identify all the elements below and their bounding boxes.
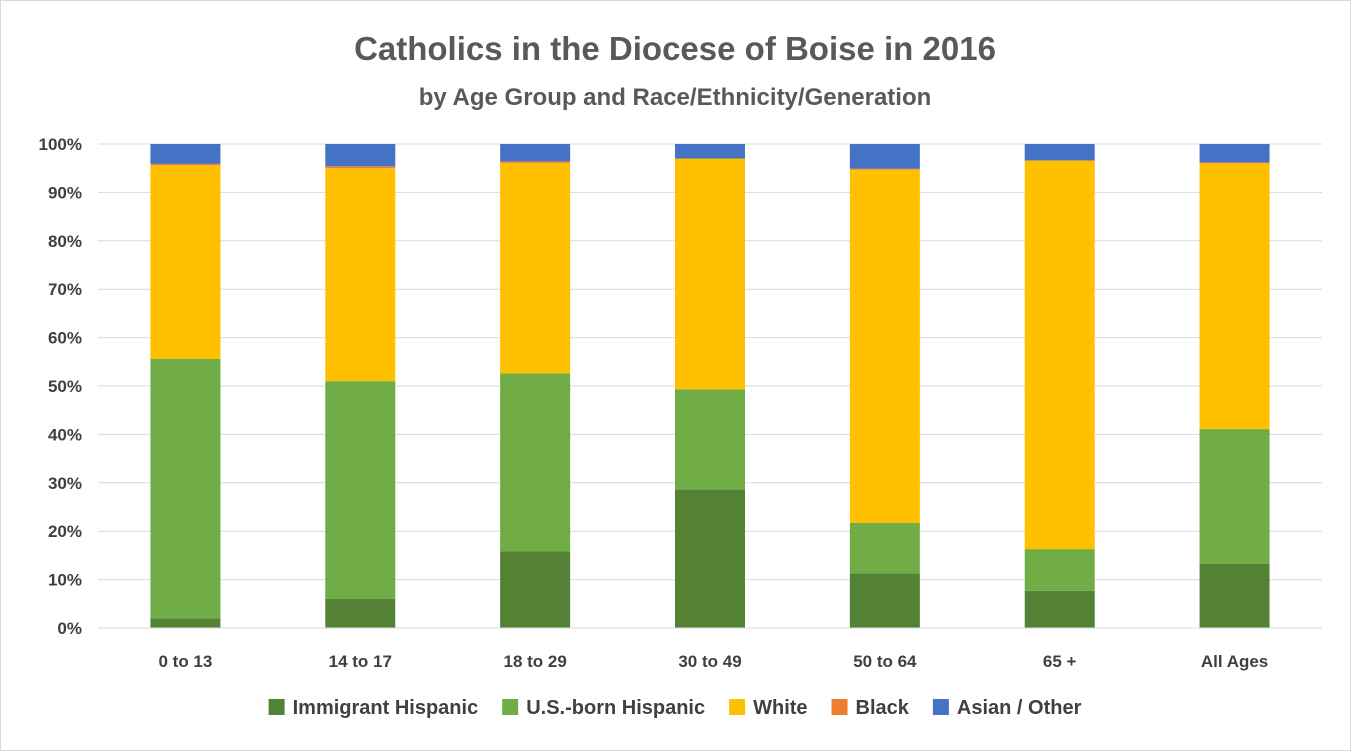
bar-segment	[500, 373, 571, 552]
bar-segment	[675, 389, 745, 490]
y-tick-label: 40%	[48, 425, 82, 444]
bar-segment	[1199, 563, 1270, 628]
legend-swatch	[268, 699, 285, 715]
legend-item: White	[729, 697, 808, 719]
legend-label: White	[753, 697, 807, 719]
y-tick-label: 50%	[48, 377, 82, 396]
y-axis: 0% 10% 20% 30% 40% 50% 60% 70% 80% 90% 100%	[39, 135, 82, 638]
x-tick-label: 50 to 64	[853, 652, 917, 671]
bar-segment	[150, 163, 221, 166]
bar-segment	[675, 158, 745, 390]
x-axis: 0 to 13 14 to 17 18 to 29 30 to 49 50 to 64 6…	[98, 627, 1322, 671]
x-tick-label: 30 to 49	[678, 652, 741, 671]
bar-segment	[675, 489, 745, 628]
y-tick-label: 0%	[57, 619, 82, 638]
bar-segment	[150, 165, 221, 359]
legend-swatch	[502, 699, 519, 715]
legend-label: Asian / Other	[957, 697, 1082, 719]
y-tick-label: 10%	[48, 571, 82, 590]
legend-item: U.S.-born Hispanic	[502, 697, 705, 719]
y-tick-label: 80%	[48, 232, 82, 251]
bar-segment	[325, 166, 396, 169]
legend-label: U.S.-born Hispanic	[526, 697, 705, 719]
bar-segment	[325, 168, 396, 382]
legend-swatch	[729, 699, 746, 715]
bar-segment	[325, 598, 396, 628]
bar-segment	[150, 618, 221, 628]
bar-segment	[849, 168, 920, 170]
bar-segment	[1024, 160, 1095, 550]
bar-segment	[500, 161, 571, 163]
y-tick-label: 100%	[39, 135, 82, 154]
x-tick-label: 0 to 13	[158, 652, 212, 671]
x-tick-label: 14 to 17	[329, 652, 392, 671]
bar-segment	[1199, 144, 1270, 163]
bar-segment	[1199, 163, 1270, 430]
legend-item: Asian / Other	[932, 697, 1082, 719]
legend-item: Immigrant Hispanic	[268, 697, 479, 719]
bar-segment	[849, 144, 920, 169]
bar-segment	[849, 169, 920, 523]
bar-segment	[500, 162, 571, 374]
bar-segment	[1024, 590, 1095, 628]
legend: Immigrant Hispanic U.S.-born Hispanic Whit…	[268, 697, 1082, 719]
legend-item: Black	[831, 697, 910, 719]
chart-subtitle: by Age Group and Race/Ethnicity/Generati…	[419, 84, 932, 111]
bar-segment	[325, 144, 396, 167]
chart-title: Catholics in the Diocese of Boise in 201…	[354, 30, 996, 67]
y-tick-label: 30%	[48, 474, 82, 493]
bar-segment	[325, 381, 396, 599]
bars	[150, 144, 1270, 628]
legend-label: Immigrant Hispanic	[293, 697, 479, 719]
bar-segment	[1024, 549, 1095, 591]
y-tick-label: 70%	[48, 280, 82, 299]
bar-segment	[500, 551, 571, 628]
bar-segment	[1199, 162, 1270, 164]
y-tick-label: 60%	[48, 329, 82, 348]
bar-segment	[675, 144, 745, 159]
legend-swatch	[932, 699, 949, 715]
bar-segment	[849, 573, 920, 628]
bar-segment	[849, 522, 920, 574]
x-tick-label: 65 +	[1043, 652, 1077, 671]
y-tick-label: 90%	[48, 183, 82, 202]
bar-segment	[150, 144, 221, 164]
bar-segment	[1199, 429, 1270, 564]
x-tick-label: All Ages	[1201, 652, 1268, 671]
bar-segment	[1024, 144, 1095, 161]
legend-label: Black	[856, 697, 910, 719]
legend-swatch	[831, 699, 848, 715]
y-tick-label: 20%	[48, 522, 82, 541]
bar-segment	[500, 144, 571, 162]
bar-segment	[150, 358, 221, 619]
x-tick-label: 18 to 29	[503, 652, 566, 671]
